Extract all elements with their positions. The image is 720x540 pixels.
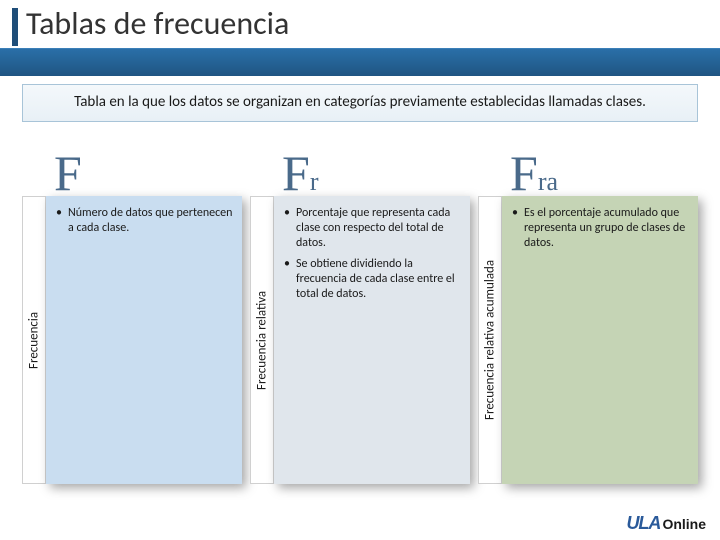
column-label: Frecuencia relativa acumulada (478, 196, 502, 484)
bullet-item: Porcentaje que representa cada clase con… (284, 206, 462, 251)
column-frecuencia-relativa-acumulada: Frecuencia relativa acumulada Fra Es el … (478, 148, 698, 484)
intro-box: Tabla en la que los datos se organizan e… (22, 84, 698, 122)
card-frecuencia-relativa: Fr Porcentaje que representa cada clase … (274, 196, 470, 484)
footer-logo: ULAOnline (626, 513, 706, 534)
column-frecuencia-relativa: Frecuencia relativa Fr Porcentaje que re… (250, 148, 470, 484)
bullet-list: Es el porcentaje acumulado que represent… (512, 206, 690, 251)
column-label: Frecuencia relativa (250, 196, 274, 484)
card-frecuencia: F Número de datos que pertenecen a cada … (46, 196, 242, 484)
logo-mark: ULA (626, 513, 660, 534)
title-accent-bar (12, 8, 18, 46)
columns-container: Frecuencia F Número de datos que pertene… (22, 148, 698, 484)
bullet-item: Número de datos que pertenecen a cada cl… (56, 206, 234, 236)
symbol-fra: Fra (510, 148, 558, 198)
bullet-item: Se obtiene dividiendo la frecuencia de c… (284, 257, 462, 302)
page-title: Tablas de frecuencia (26, 4, 289, 43)
column-label: Frecuencia (22, 196, 46, 484)
header-band (0, 48, 720, 76)
bullet-list: Número de datos que pertenecen a cada cl… (56, 206, 234, 236)
logo-text: Online (662, 516, 706, 532)
symbol-f: F (54, 148, 82, 198)
column-frecuencia: Frecuencia F Número de datos que pertene… (22, 148, 242, 484)
card-frecuencia-relativa-acumulada: Fra Es el porcentaje acumulado que repre… (502, 196, 698, 484)
bullet-list: Porcentaje que representa cada clase con… (284, 206, 462, 302)
bullet-item: Es el porcentaje acumulado que represent… (512, 206, 690, 251)
symbol-fr: Fr (282, 148, 318, 198)
